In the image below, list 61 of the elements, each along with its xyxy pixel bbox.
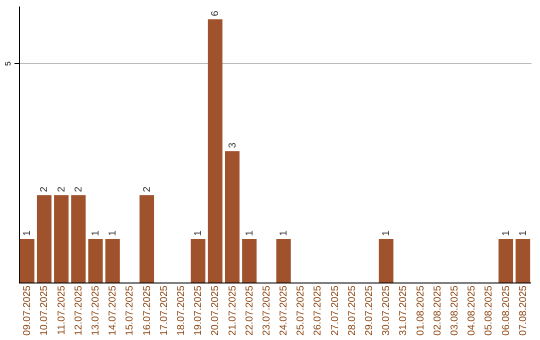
- x-tick-label: 12.07.2025: [73, 285, 84, 336]
- bar: [516, 239, 530, 283]
- data-label: 1: [193, 230, 204, 236]
- x-tick-label: 25.07.2025: [296, 285, 307, 336]
- data-label: 2: [73, 186, 84, 192]
- bar: [20, 239, 34, 283]
- data-label: 2: [142, 186, 153, 192]
- bar: [54, 195, 69, 283]
- bar: [224, 151, 240, 283]
- y-tick-label: 5: [4, 60, 12, 66]
- x-tick-label: 05.08.2025: [484, 285, 495, 336]
- bar: [242, 239, 257, 283]
- x-tick-label: 11.07.2025: [56, 285, 68, 335]
- x-tick-label: 30.07.2025: [381, 285, 392, 336]
- x-tick-label: 24.07.2025: [278, 285, 290, 336]
- data-label: 6: [210, 10, 222, 16]
- x-tick-label: 17.07.2025: [158, 285, 170, 336]
- data-label: 2: [39, 186, 50, 192]
- x-tick-label: 27.07.2025: [330, 285, 341, 336]
- x-tick-label: 28.07.2025: [346, 285, 358, 336]
- bar: [498, 239, 514, 283]
- x-tick-label: 19.07.2025: [193, 285, 204, 336]
- x-tick-label: 21.07.2025: [227, 285, 238, 336]
- x-tick-label: 03.08.2025: [450, 285, 460, 336]
- bar: [71, 195, 86, 283]
- x-tick-label: 07.08.2025: [518, 285, 529, 336]
- x-tick-label: 13.07.2025: [90, 285, 102, 336]
- x-tick-label: 04.08.2025: [466, 285, 478, 336]
- data-label: 1: [500, 230, 512, 236]
- data-label: 1: [381, 230, 392, 236]
- x-tick-label: 18.07.2025: [176, 285, 187, 336]
- x-tick-label: 20.07.2025: [210, 285, 222, 336]
- data-label: 2: [56, 186, 68, 192]
- data-label: 3: [227, 142, 238, 148]
- x-tick-label: 02.08.2025: [432, 285, 444, 336]
- data-label: 1: [22, 230, 34, 236]
- x-tick-label: 09.07.2025: [22, 285, 34, 336]
- x-tick-label: 14.07.2025: [108, 285, 119, 336]
- bar: [276, 239, 291, 283]
- x-tick-label: 26.07.2025: [312, 285, 324, 336]
- x-tick-label: 29.07.2025: [364, 285, 376, 336]
- x-tick-label: 16.07.2025: [142, 285, 153, 336]
- data-label: 1: [90, 230, 102, 236]
- x-tick-label: 01.08.2025: [415, 285, 426, 336]
- bar: [36, 195, 52, 283]
- x-tick-label: 15.07.2025: [124, 285, 136, 336]
- x-tick-label: 23.07.2025: [261, 285, 272, 336]
- data-label: 1: [108, 230, 119, 236]
- x-tick-label: 10.07.2025: [39, 285, 50, 336]
- bar: [208, 19, 222, 283]
- bar: [190, 239, 206, 283]
- data-label: 1: [278, 230, 290, 236]
- data-label: 1: [518, 230, 529, 236]
- bar: [140, 195, 154, 283]
- bar: [378, 239, 394, 283]
- x-tick-label: 31.07.2025: [398, 285, 410, 336]
- x-tick-label: 06.08.2025: [500, 285, 512, 336]
- bar: [88, 239, 103, 283]
- data-label: 1: [244, 230, 256, 236]
- bar: [105, 239, 120, 283]
- x-tick-label: 22.07.2025: [244, 285, 256, 336]
